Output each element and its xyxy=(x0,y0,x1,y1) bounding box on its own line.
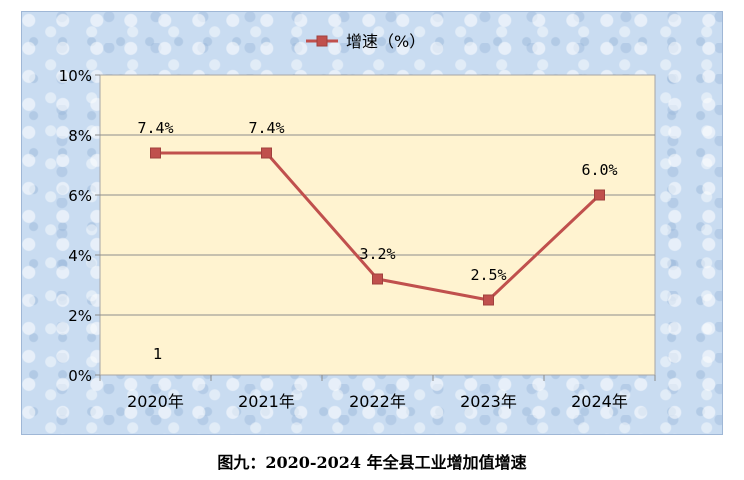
data-point-marker xyxy=(483,294,494,306)
x-tick-label: 2020年 xyxy=(127,392,184,411)
data-point-marker xyxy=(150,147,161,159)
data-label: 3.2% xyxy=(359,245,395,263)
x-tick-label: 2022年 xyxy=(349,392,406,411)
x-axis-ticks: 2020年 2021年 2022年 2023年 2024年 xyxy=(99,375,656,411)
series-group: 7.4% 7.4% 3.2% 2.5% 6.0% xyxy=(137,119,618,306)
legend: 增速（%） xyxy=(306,32,425,51)
y-tick-label: 8% xyxy=(68,127,92,145)
y-tick-label: 4% xyxy=(68,247,92,265)
legend-square-marker xyxy=(316,35,328,47)
x-tick-label: 2021年 xyxy=(238,392,295,411)
data-point-marker xyxy=(261,147,272,159)
x-tick-label: 2023年 xyxy=(460,392,517,411)
data-label: 7.4% xyxy=(248,119,284,137)
data-point-marker xyxy=(594,189,605,201)
data-label: 6.0% xyxy=(581,161,617,179)
y-axis-ticks: 0% 2% 4% 6% 8% 10% xyxy=(59,67,100,385)
y-tick-label: 6% xyxy=(68,187,92,205)
y-tick-label: 0% xyxy=(68,367,92,385)
y-tick-label: 2% xyxy=(68,307,92,325)
data-point-marker xyxy=(372,273,383,285)
data-label: 7.4% xyxy=(137,119,173,137)
data-label: 2.5% xyxy=(470,266,506,284)
grid-lines xyxy=(100,134,655,316)
y-tick-label: 10% xyxy=(59,67,92,85)
stray-annotation: 1 xyxy=(153,345,163,363)
legend-label: 增速（%） xyxy=(346,32,425,51)
figure-caption: 图九：2020-2024 年全县工业增加值增速 xyxy=(217,453,527,472)
x-tick-label: 2024年 xyxy=(571,392,628,411)
plot-area xyxy=(99,74,656,376)
